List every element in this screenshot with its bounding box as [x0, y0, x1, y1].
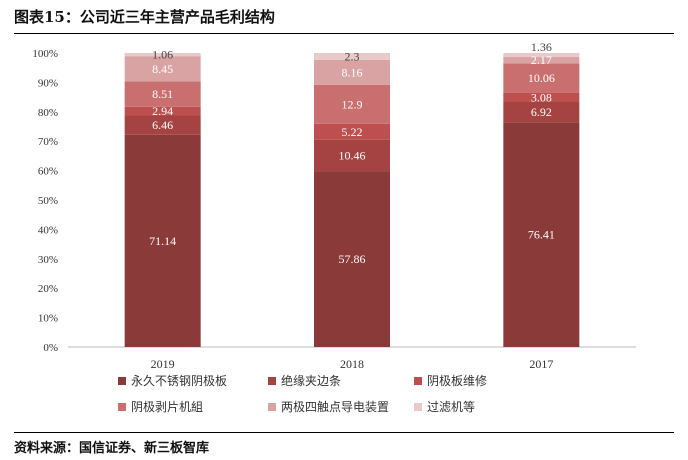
data-label: 1.06 — [152, 48, 173, 62]
bar-segment — [124, 134, 201, 347]
legend-label: 两极四触点导电装置 — [281, 400, 390, 414]
y-tick-label: 50% — [38, 195, 58, 207]
x-tick-label: 2018 — [340, 357, 364, 371]
y-tick-label: 80% — [38, 107, 58, 119]
y-tick-label: 30% — [38, 254, 58, 266]
data-label: 2.94 — [152, 104, 173, 118]
y-tick-label: 40% — [38, 224, 58, 236]
x-tick-label: 2017 — [529, 357, 553, 371]
bar-segment — [314, 53, 390, 60]
bar-segment — [503, 122, 580, 347]
data-label: 8.51 — [152, 87, 173, 101]
bar-segment — [124, 56, 201, 82]
bar-segment — [124, 115, 201, 135]
bar-segment — [503, 92, 580, 103]
legend-item: 两极四触点导电装置 — [268, 398, 389, 415]
data-label: 3.08 — [531, 90, 552, 104]
y-tick-label: 20% — [38, 283, 58, 295]
bar-segment — [314, 123, 390, 140]
bar-segment — [314, 59, 390, 85]
legend-label: 永久不锈钢阴极板 — [131, 374, 228, 388]
data-label: 57.86 — [339, 252, 366, 266]
data-label: 8.45 — [152, 62, 173, 76]
y-tick-label: 0% — [43, 342, 58, 354]
bar-segment — [503, 102, 580, 123]
bar-segment — [124, 106, 201, 116]
y-tick-label: 70% — [38, 136, 58, 148]
legend-item: 过滤机等 — [414, 398, 475, 415]
data-label: 6.92 — [531, 105, 552, 119]
legend-label: 过滤机等 — [427, 400, 476, 414]
x-tick-label: 2019 — [151, 357, 175, 371]
legend-label: 阴极剥片机組 — [131, 400, 204, 414]
y-tick-label: 100% — [32, 48, 58, 60]
bar-segment — [124, 81, 201, 107]
legend-label: 绝缘夹边条 — [281, 374, 342, 388]
bar-segment — [314, 171, 390, 347]
legend-swatch — [118, 376, 126, 385]
data-label: 10.46 — [339, 149, 366, 163]
data-label: 2.17 — [531, 53, 552, 67]
chart-title: 图表15：公司近三年主营产品毛利结构 — [14, 8, 275, 26]
legend-swatch — [414, 376, 422, 385]
legend-swatch — [268, 376, 276, 385]
y-tick-label: 90% — [38, 77, 58, 89]
legend-item: 阴极板维修 — [414, 372, 487, 389]
bar-segment — [503, 56, 580, 64]
data-label: 12.9 — [342, 97, 363, 111]
source-note: 资料来源：国信证券、新三板智库 — [14, 441, 210, 456]
data-label: 2.3 — [345, 49, 360, 63]
data-label: 71.14 — [149, 234, 176, 248]
y-tick-label: 60% — [38, 166, 58, 178]
data-label: 6.46 — [152, 118, 173, 132]
data-label: 76.41 — [528, 228, 555, 242]
bar-segment — [314, 139, 390, 172]
legend-item: 阴极剥片机組 — [118, 398, 203, 415]
footer-rule — [14, 432, 674, 433]
data-label: 8.16 — [342, 65, 363, 79]
bar-segment — [503, 63, 580, 93]
legend-label: 阴极板维修 — [427, 374, 488, 388]
bar-segment — [124, 53, 201, 57]
legend-swatch — [118, 402, 126, 411]
bar-segment — [314, 84, 390, 124]
legend-item: 永久不锈钢阴极板 — [118, 372, 227, 389]
legend-swatch — [268, 402, 276, 411]
data-label: 1.36 — [531, 40, 552, 54]
legend-swatch — [414, 402, 422, 411]
y-tick-label: 10% — [38, 313, 58, 325]
stacked-bar-chart: 0% 10% 20% 30% 40% 50% 60% 70% 80% 90% 100% 71.14 6.… — [32, 40, 636, 371]
legend-item: 绝缘夹边条 — [268, 372, 341, 389]
bar-segment — [503, 53, 580, 57]
data-label: 5.22 — [342, 125, 363, 139]
title-rule — [14, 33, 674, 34]
data-label: 10.06 — [528, 71, 555, 85]
